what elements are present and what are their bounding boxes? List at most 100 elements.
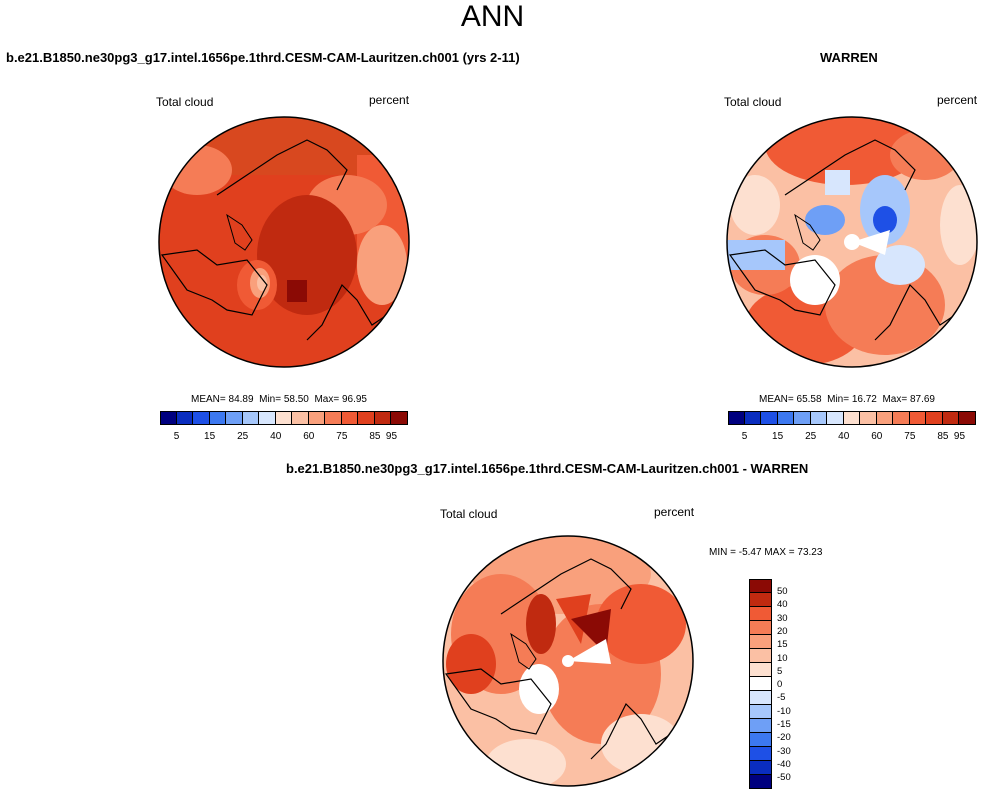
colorbar-swatch — [827, 411, 844, 425]
colorbar-swatch — [728, 411, 745, 425]
colorbar-swatch — [749, 593, 772, 607]
colorbar-swatch — [959, 411, 976, 425]
colorbar-tick-label: 40 — [838, 431, 850, 442]
colorbar-tick-label: 15 — [777, 639, 788, 651]
colorbar-tick-label: 30 — [777, 612, 788, 624]
colorbar-swatch — [292, 411, 309, 425]
right-mean-label: MEAN= — [759, 394, 794, 405]
colorbar-swatch — [893, 411, 910, 425]
left-mean-label: MEAN= — [191, 394, 226, 405]
colorbar-swatch — [176, 411, 194, 425]
right-mean-value: 65.58 — [796, 394, 822, 405]
colorbar-tick-label: 40 — [270, 431, 282, 442]
colorbar-swatch — [209, 411, 227, 425]
diff-stats: MIN = -5.47 MAX = 73.23 — [709, 547, 822, 558]
colorbar-swatch — [749, 649, 772, 663]
colorbar-tick-label: -20 — [777, 732, 791, 744]
case-title-left: b.e21.B1850.ne30pg3_g17.intel.1656pe.1th… — [6, 50, 520, 65]
diff-max-value: 73.23 — [797, 547, 823, 558]
colorbar-swatch — [860, 411, 877, 425]
right-colorbar-ticks: 5 15 25 40 60 75 85 95 — [728, 431, 976, 445]
right-units-label: percent — [937, 93, 978, 107]
colorbar-swatch — [876, 411, 894, 425]
colorbar-swatch — [749, 663, 772, 677]
colorbar-tick-label: -30 — [777, 745, 791, 757]
diff-min-label: MIN = — [709, 547, 736, 558]
colorbar-tick-label: 85 — [369, 431, 381, 442]
colorbar-tick-label: 5 — [173, 431, 180, 442]
colorbar-swatch — [749, 579, 772, 593]
left-mean-value: 84.89 — [228, 394, 254, 405]
left-min-label: Min= — [259, 394, 282, 405]
colorbar-tick-label: 5 — [741, 431, 748, 442]
colorbar-swatch — [358, 411, 375, 425]
left-colorbar — [160, 411, 408, 425]
right-max-label: Max= — [882, 394, 908, 405]
colorbar-swatch — [749, 775, 772, 789]
colorbar-swatch — [325, 411, 342, 425]
right-stats: MEAN= 65.58 Min= 16.72 Max= 87.69 — [759, 394, 935, 405]
case-title-diff: b.e21.B1850.ne30pg3_g17.intel.1656pe.1th… — [286, 461, 809, 476]
diff-polar-map — [441, 534, 695, 788]
colorbar-swatch — [275, 411, 293, 425]
colorbar-tick-label: 75 — [904, 431, 916, 442]
colorbar-swatch — [749, 733, 772, 747]
right-polar-map — [725, 115, 979, 369]
colorbar-tick-label: 10 — [777, 652, 788, 664]
colorbar-swatch — [391, 411, 408, 425]
colorbar-tick-label: -40 — [777, 758, 791, 770]
left-units-label: percent — [369, 93, 410, 107]
colorbar-tick-label: -50 — [777, 772, 791, 784]
left-polar-map — [157, 115, 411, 369]
colorbar-swatch — [749, 705, 772, 719]
left-colorbar-ticks: 5 15 25 40 60 75 85 95 — [160, 431, 408, 445]
colorbar-tick-label: 75 — [336, 431, 348, 442]
colorbar-swatch — [160, 411, 177, 425]
colorbar-swatch — [242, 411, 260, 425]
right-min-value: 16.72 — [851, 394, 877, 405]
colorbar-tick-label: -5 — [777, 692, 786, 704]
colorbar-swatch — [749, 761, 772, 775]
left-max-value: 96.95 — [341, 394, 367, 405]
right-max-value: 87.69 — [909, 394, 935, 405]
colorbar-swatch — [761, 411, 778, 425]
colorbar-tick-label: 15 — [204, 431, 216, 442]
colorbar-swatch — [942, 411, 960, 425]
colorbar-tick-label: 40 — [777, 599, 788, 611]
colorbar-swatch — [749, 677, 772, 691]
colorbar-tick-label: 5 — [777, 665, 783, 677]
diff-min-value: -5.47 — [738, 547, 762, 558]
colorbar-swatch — [749, 691, 772, 705]
diff-colorbar — [749, 579, 772, 789]
colorbar-swatch — [193, 411, 210, 425]
colorbar-tick-label: 60 — [871, 431, 883, 442]
colorbar-tick-label: 25 — [805, 431, 817, 442]
colorbar-swatch — [749, 607, 772, 621]
page-title: ANN — [460, 0, 525, 33]
colorbar-tick-label: -10 — [777, 705, 791, 717]
right-variable-label: Total cloud — [724, 95, 782, 109]
left-max-label: Max= — [314, 394, 340, 405]
colorbar-tick-label: 0 — [777, 679, 783, 691]
colorbar-swatch — [744, 411, 762, 425]
left-variable-label: Total cloud — [156, 95, 214, 109]
colorbar-tick-label: 50 — [777, 586, 788, 597]
diff-colorbar-ticks: 50 40 30 20 15 10 5 0 -5 -10 -15 -20 -30 -40 -50 — [777, 579, 817, 789]
diff-max-label: MAX = — [764, 547, 795, 558]
right-colorbar — [728, 411, 976, 425]
case-title-right: WARREN — [820, 50, 878, 65]
colorbar-swatch — [909, 411, 927, 425]
colorbar-tick-label: 25 — [237, 431, 249, 442]
colorbar-swatch — [777, 411, 795, 425]
colorbar-swatch — [341, 411, 359, 425]
colorbar-tick-label: 85 — [937, 431, 949, 442]
colorbar-tick-label: 15 — [772, 431, 784, 442]
colorbar-tick-label: 60 — [303, 431, 315, 442]
colorbar-swatch — [810, 411, 828, 425]
colorbar-swatch — [749, 635, 772, 649]
colorbar-swatch — [843, 411, 861, 425]
left-stats: MEAN= 84.89 Min= 58.50 Max= 96.95 — [191, 394, 367, 405]
colorbar-tick-label: 95 — [953, 431, 966, 442]
colorbar-swatch — [749, 719, 772, 733]
left-min-value: 58.50 — [283, 394, 309, 405]
